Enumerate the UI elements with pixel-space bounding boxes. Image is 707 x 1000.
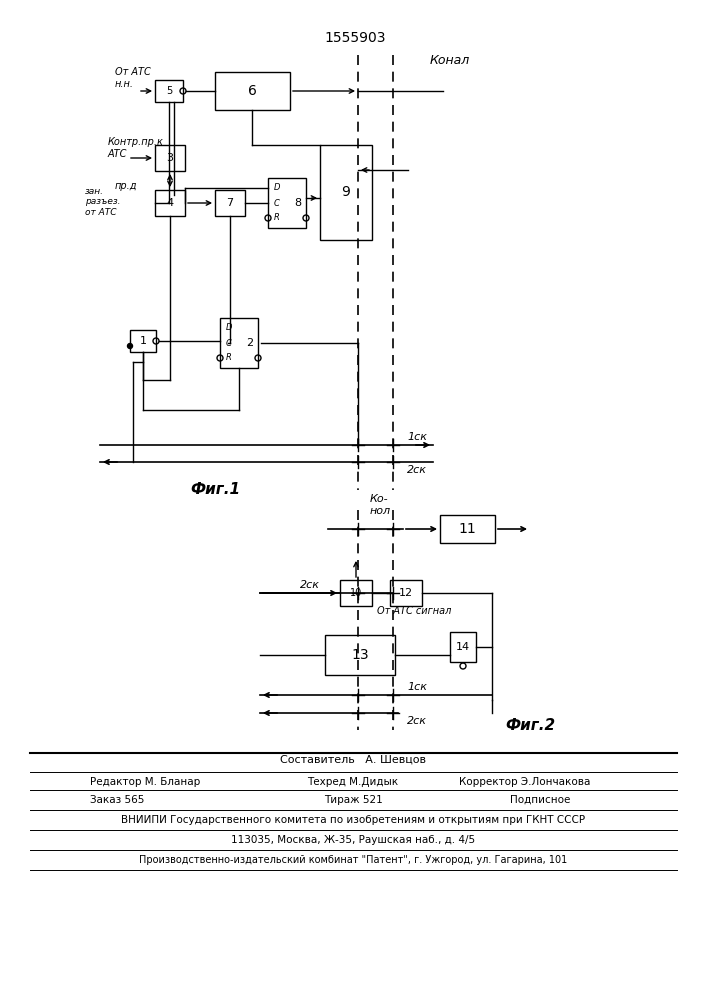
Bar [450,632,476,662]
Bar [155,190,185,216]
Bar [155,80,183,102]
Text: D: D [274,184,281,192]
Text: пр.д: пр.д [115,181,137,191]
Text: От АТС сигнал: От АТС сигнал [377,606,451,616]
Text: 9: 9 [341,186,351,200]
Text: R: R [274,214,280,223]
Bar [340,580,372,606]
Text: 2ск: 2ск [300,580,320,590]
Text: Фиг.2: Фиг.2 [505,718,555,732]
Text: Ко-
нол: Ко- нол [370,494,391,516]
Circle shape [127,344,132,349]
Bar [220,318,258,368]
Text: R: R [226,354,232,362]
Bar [215,190,245,216]
Text: Техред М.Дидык: Техред М.Дидык [308,777,399,787]
Bar [390,580,422,606]
Text: Заказ 565: Заказ 565 [90,795,144,805]
Bar [130,330,156,352]
Text: 2ск: 2ск [407,716,427,726]
Text: 113035, Москва, Ж-35, Раушская наб., д. 4/5: 113035, Москва, Ж-35, Раушская наб., д. … [231,835,475,845]
Text: Редактор М. Бланар: Редактор М. Бланар [90,777,200,787]
Text: Контр.пр.к
АТС: Контр.пр.к АТС [108,137,164,159]
Bar [268,178,306,228]
Text: 13: 13 [351,648,369,662]
Bar [215,72,290,110]
Text: 5: 5 [166,86,172,96]
Text: Подписное: Подписное [510,795,570,805]
Bar [440,515,495,543]
Text: Производственно-издательский комбинат "Патент", г. Ужгород, ул. Гагарина, 101: Производственно-издательский комбинат "П… [139,855,567,865]
Text: 6: 6 [248,84,257,98]
Text: D: D [226,324,233,332]
Text: От АТС
н.н.: От АТС н.н. [115,67,151,89]
Text: C: C [226,338,232,348]
Bar [155,145,185,171]
Text: 2ск: 2ск [407,465,427,475]
Text: 8: 8 [294,198,302,208]
Text: 1ск: 1ск [407,682,427,692]
Text: ВНИИПИ Государственного комитета по изобретениям и открытиям при ГКНТ СССР: ВНИИПИ Государственного комитета по изоб… [121,815,585,825]
Text: 10: 10 [350,588,362,598]
Text: 11: 11 [459,522,477,536]
Text: 4: 4 [166,198,173,208]
Text: зан.
разъез.
от АТС: зан. разъез. от АТС [85,187,120,217]
Text: Составитель   А. Шевцов: Составитель А. Шевцов [280,755,426,765]
Text: 3: 3 [167,153,173,163]
Text: 1ск: 1ск [407,432,427,442]
Text: Фиг.1: Фиг.1 [190,483,240,497]
Bar [325,635,395,675]
Text: 7: 7 [226,198,233,208]
Text: 1: 1 [139,336,146,346]
Text: 2: 2 [247,338,254,348]
Text: 12: 12 [399,588,413,598]
Text: Корректор Э.Лончакова: Корректор Э.Лончакова [459,777,590,787]
Text: 14: 14 [456,642,470,652]
Text: Конал: Конал [430,53,470,66]
Text: 1555903: 1555903 [325,31,386,45]
Text: C: C [274,198,280,208]
Text: Тираж 521: Тираж 521 [324,795,382,805]
Bar [320,145,372,240]
